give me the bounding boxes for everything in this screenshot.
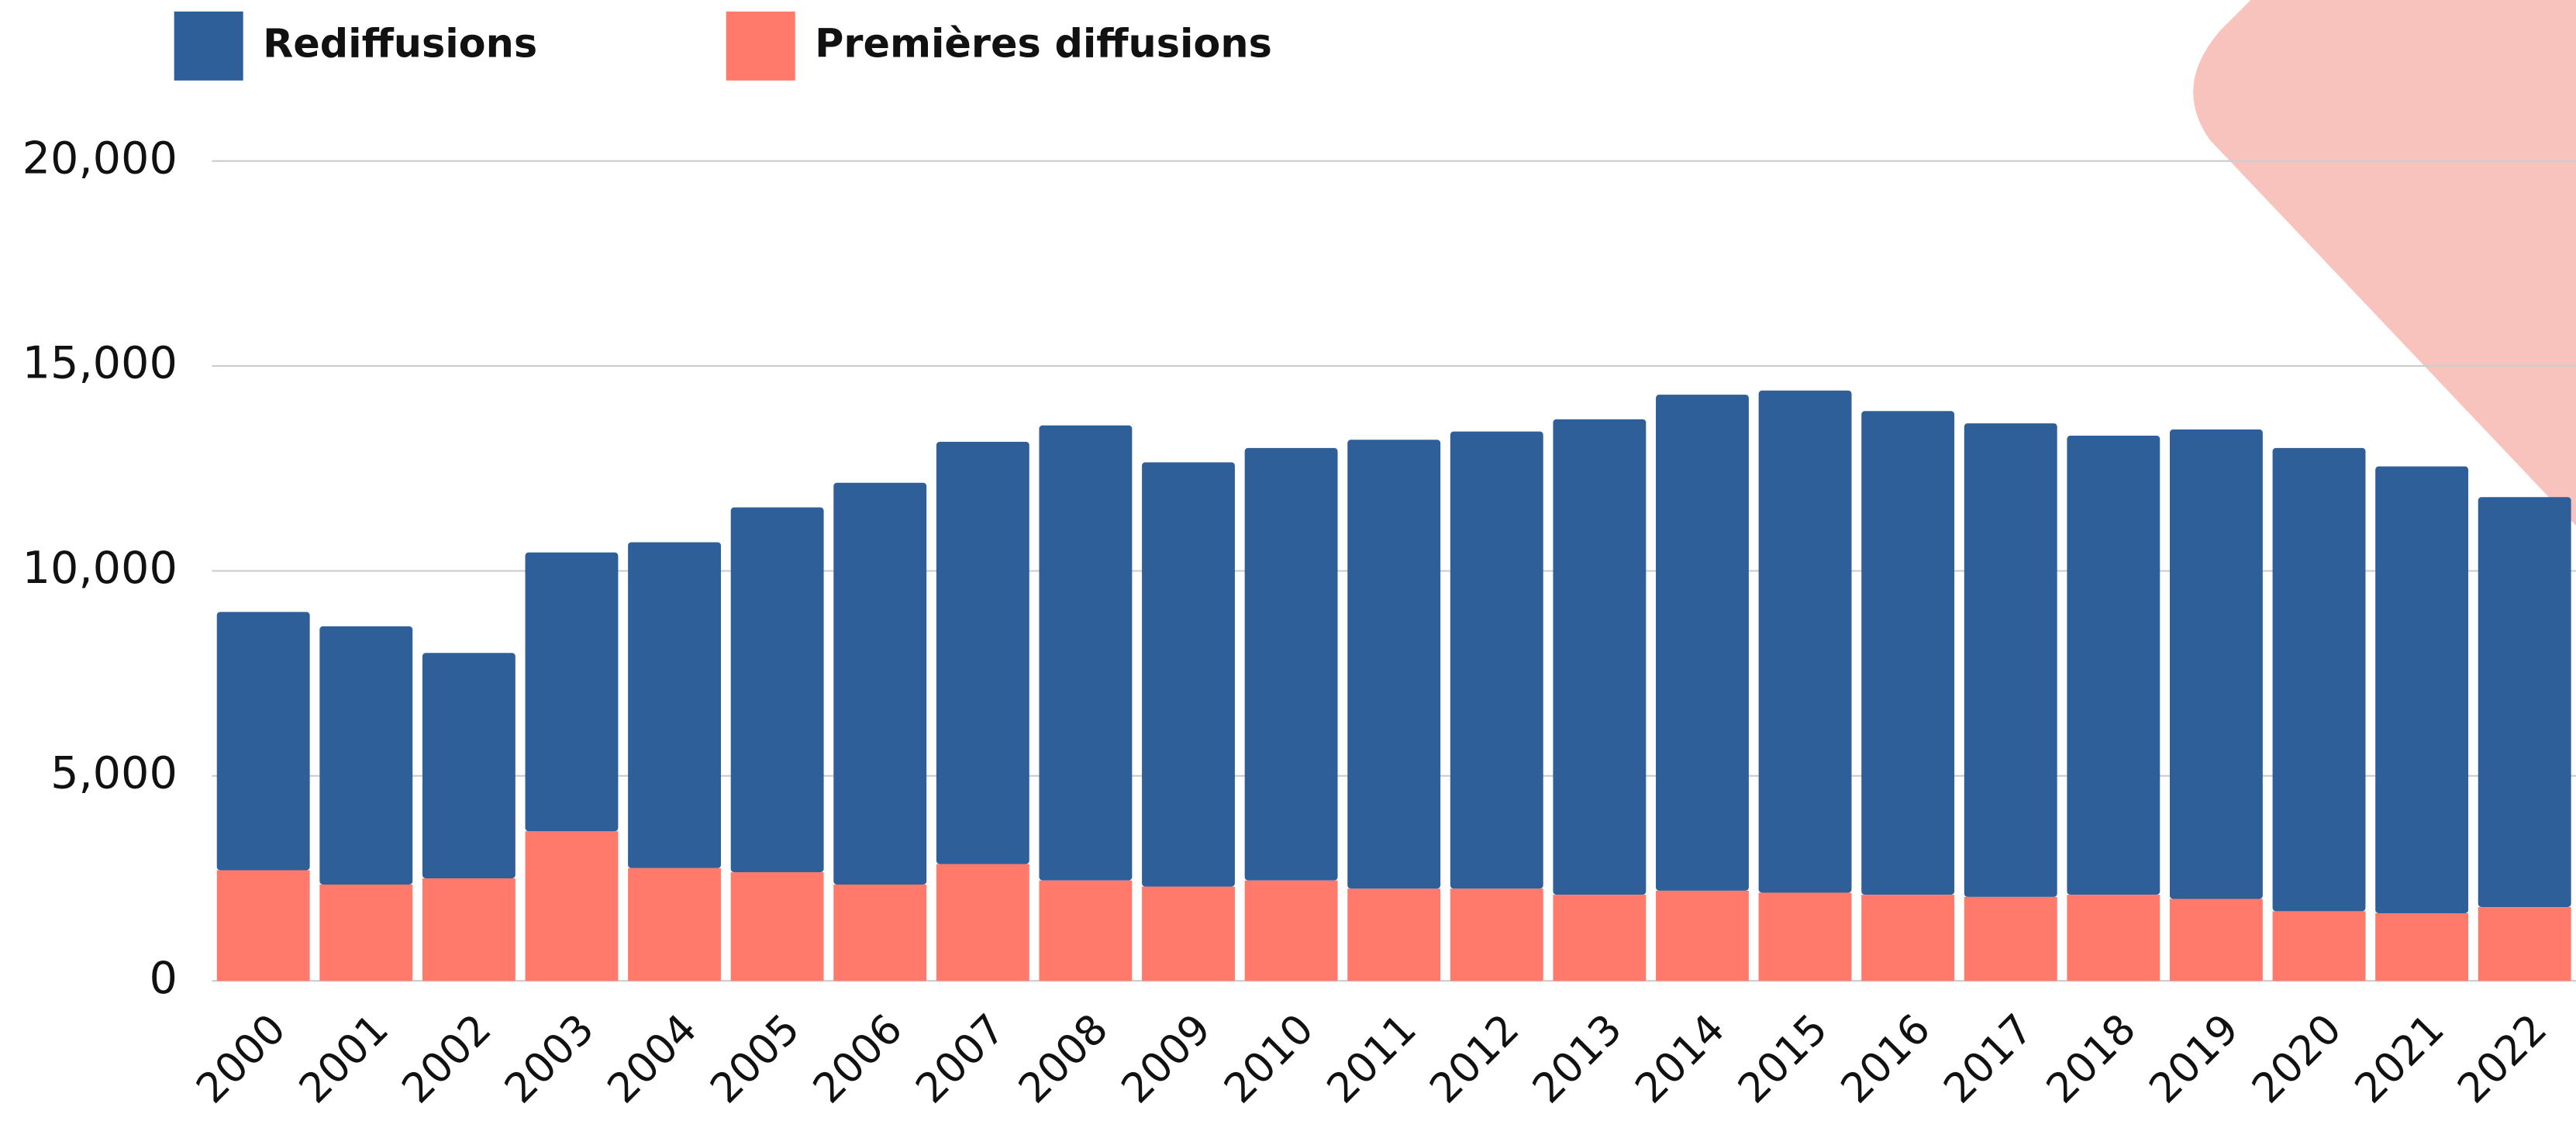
bar-segment	[1039, 880, 1133, 981]
bar-segment	[1758, 892, 1852, 981]
bar-segment	[1758, 390, 1852, 893]
x-tick-label: 2006	[805, 1005, 912, 1112]
bar-segment	[1656, 395, 1749, 891]
bar-segment	[833, 884, 927, 981]
x-tick-label: 2014	[1626, 1005, 1733, 1112]
bar-segment	[2169, 899, 2263, 981]
x-tick-label: 2001	[291, 1005, 398, 1112]
bar-segment	[1964, 896, 2057, 981]
bar-segment	[936, 441, 1029, 864]
legend-swatch	[174, 11, 243, 81]
bar-segment	[525, 831, 619, 981]
bar-segment	[1142, 462, 1235, 887]
bar-segment	[1450, 888, 1543, 981]
bar-segment	[730, 507, 824, 873]
y-tick-label: 5,000	[50, 747, 178, 798]
x-tick-label: 2002	[393, 1005, 500, 1112]
x-tick-label: 2013	[1524, 1005, 1631, 1112]
bar-segment	[1244, 447, 1338, 881]
x-tick-label: 2020	[2243, 1005, 2350, 1112]
bar-segment	[1347, 440, 1441, 889]
bar-segment	[2375, 466, 2469, 913]
bar-segment	[1450, 431, 1543, 889]
bar-segment	[730, 872, 824, 981]
bar-segment	[2067, 895, 2160, 981]
x-tick-label: 2022	[2449, 1005, 2556, 1112]
bar-segment	[936, 864, 1029, 981]
bar-segment	[422, 653, 516, 879]
bar-segment	[2169, 429, 2263, 899]
y-tick-label: 15,000	[22, 338, 178, 389]
bar-segment	[628, 542, 721, 868]
bar-segment	[1861, 411, 1955, 895]
y-tick-label: 0	[149, 953, 177, 1004]
bar-segment	[1039, 425, 1133, 881]
legend-label: Rediffusions	[263, 20, 537, 66]
bar-segment	[2272, 447, 2366, 912]
x-tick-label: 2007	[907, 1005, 1014, 1112]
bar-segment	[2272, 911, 2366, 981]
bar-segment	[319, 626, 413, 885]
bar-segment	[1347, 888, 1441, 981]
bar-segment	[1142, 886, 1235, 981]
bar-segment	[1964, 423, 2057, 897]
bar-segment	[525, 552, 619, 832]
bar-segment	[833, 482, 927, 885]
bar-segment	[319, 884, 413, 981]
x-tick-label: 2009	[1112, 1005, 1219, 1112]
bar-segment	[1553, 895, 1647, 981]
x-tick-label: 2016	[1832, 1005, 1939, 1112]
bar-segment	[2067, 435, 2160, 895]
legend-label: Premières diffusions	[815, 20, 1272, 66]
x-tick-label: 2010	[1216, 1005, 1322, 1112]
bar-segment	[628, 867, 721, 981]
decoration	[2193, 0, 2576, 526]
bar-segment	[1861, 895, 1955, 981]
x-tick-label: 2019	[2140, 1005, 2247, 1112]
x-tick-label: 2005	[702, 1005, 809, 1112]
x-tick-label: 2012	[1421, 1005, 1528, 1112]
y-tick-label: 10,000	[22, 543, 178, 594]
bar-segment	[2375, 912, 2469, 981]
bar-segment	[422, 878, 516, 981]
x-tick-label: 2015	[1729, 1005, 1836, 1112]
bar-segment	[1656, 890, 1749, 981]
x-tick-label: 2018	[2038, 1005, 2145, 1112]
x-tick-label: 2000	[188, 1005, 295, 1112]
bar-segment	[216, 612, 310, 871]
bar-segment	[216, 870, 310, 981]
bar-segment	[2478, 907, 2571, 981]
x-tick-label: 2003	[496, 1005, 603, 1112]
bar-segment	[1553, 419, 1647, 895]
x-tick-label: 2021	[2346, 1005, 2453, 1112]
x-tick-label: 2004	[598, 1005, 705, 1112]
y-tick-label: 20,000	[22, 133, 178, 184]
legend-swatch	[726, 11, 795, 81]
x-tick-label: 2008	[1010, 1005, 1117, 1112]
bar-segment	[2478, 497, 2571, 908]
x-tick-label: 2017	[1935, 1005, 2042, 1112]
x-tick-label: 2011	[1318, 1005, 1425, 1112]
bar-segment	[1244, 880, 1338, 981]
